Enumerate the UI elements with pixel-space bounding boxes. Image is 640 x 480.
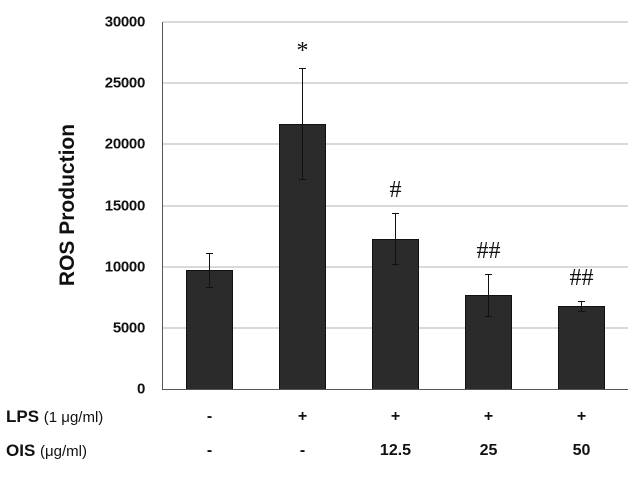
significance-marker: ## <box>569 264 594 291</box>
y-tick-label: 5000 <box>112 319 145 337</box>
treatment-value: - <box>206 408 213 425</box>
treatment-value: 12.5 <box>379 442 412 459</box>
row-label-lps-unit: (1 μg/ml) <box>43 409 104 426</box>
row-label-lps-name: LPS <box>6 407 40 426</box>
error-cap <box>299 178 306 180</box>
error-cap <box>392 213 399 215</box>
gridline <box>163 21 628 23</box>
gridline <box>163 143 628 146</box>
significance-marker: ## <box>476 238 501 264</box>
row-label-ois-unit: (μg/ml) <box>40 443 88 460</box>
y-axis-line <box>162 22 163 390</box>
y-tick-label: 20000 <box>104 135 146 153</box>
treatment-value: - <box>206 442 213 459</box>
treatment-value: 25 <box>479 442 498 459</box>
bar <box>558 305 605 390</box>
significance-marker: # <box>389 177 402 204</box>
error-cap <box>485 274 492 275</box>
error-bar <box>395 213 396 264</box>
error-cap <box>578 310 585 312</box>
y-tick-label: 30000 <box>104 13 146 31</box>
treatment-value: + <box>297 408 308 425</box>
error-cap <box>485 315 492 317</box>
y-tick-label: 25000 <box>104 74 146 92</box>
error-bar <box>488 274 489 316</box>
treatment-value: 50 <box>572 442 591 459</box>
treatment-value: + <box>576 408 587 425</box>
error-cap <box>578 300 585 302</box>
error-cap <box>206 286 213 288</box>
error-cap <box>299 68 306 70</box>
x-axis-line <box>162 389 628 390</box>
error-bar <box>581 300 582 311</box>
row-label-ois-name: OIS <box>6 441 36 460</box>
bar <box>186 269 233 390</box>
y-tick-label: 0 <box>136 380 145 398</box>
treatment-value: + <box>390 408 401 425</box>
gridline <box>163 82 628 85</box>
error-cap <box>206 252 213 254</box>
error-bar <box>209 252 210 287</box>
treatment-value: + <box>483 408 494 425</box>
bar <box>372 238 419 390</box>
y-tick-label: 10000 <box>104 258 146 276</box>
error-bar <box>302 68 303 179</box>
row-label-lps: LPS (1 μg/ml) <box>6 407 103 427</box>
error-cap <box>392 263 399 265</box>
treatment-value: - <box>299 442 306 459</box>
significance-marker: * <box>296 38 309 65</box>
y-tick-label: 15000 <box>104 197 146 214</box>
row-label-ois: OIS (μg/ml) <box>6 441 87 461</box>
gridline <box>163 204 628 207</box>
